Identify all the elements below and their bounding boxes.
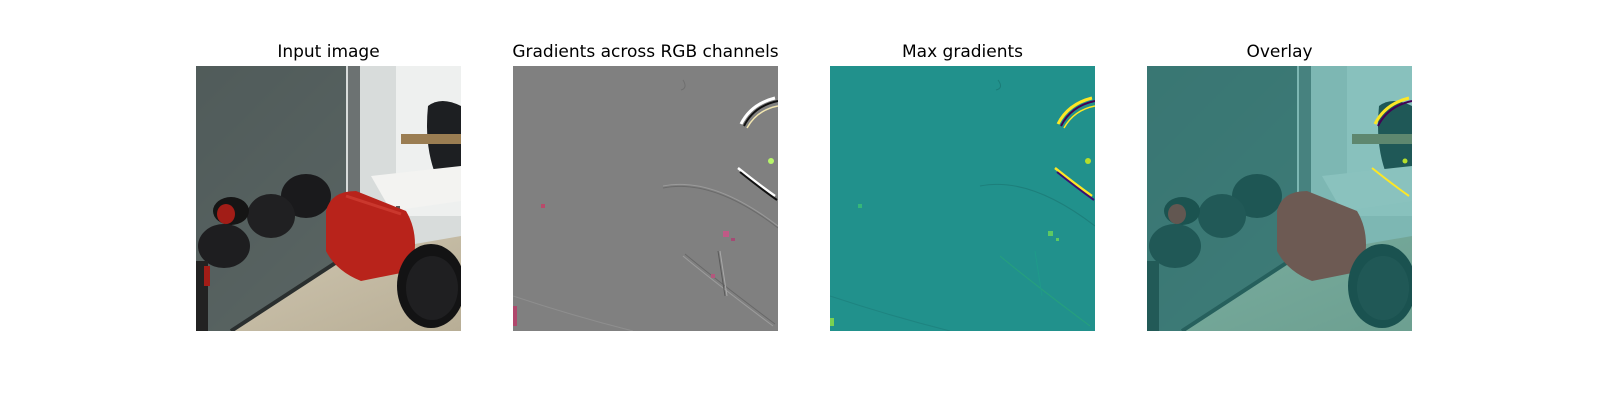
rgb-gradients-title: Gradients across RGB channels bbox=[512, 42, 779, 62]
overlay-image bbox=[1147, 66, 1412, 331]
max-gradients-image bbox=[830, 66, 1095, 331]
overlay-title: Overlay bbox=[1246, 42, 1313, 62]
input-image bbox=[196, 66, 461, 331]
max-gradients-title: Max gradients bbox=[901, 42, 1024, 62]
input-image-title: Input image bbox=[277, 42, 380, 62]
rgb-gradients-image bbox=[513, 66, 778, 331]
